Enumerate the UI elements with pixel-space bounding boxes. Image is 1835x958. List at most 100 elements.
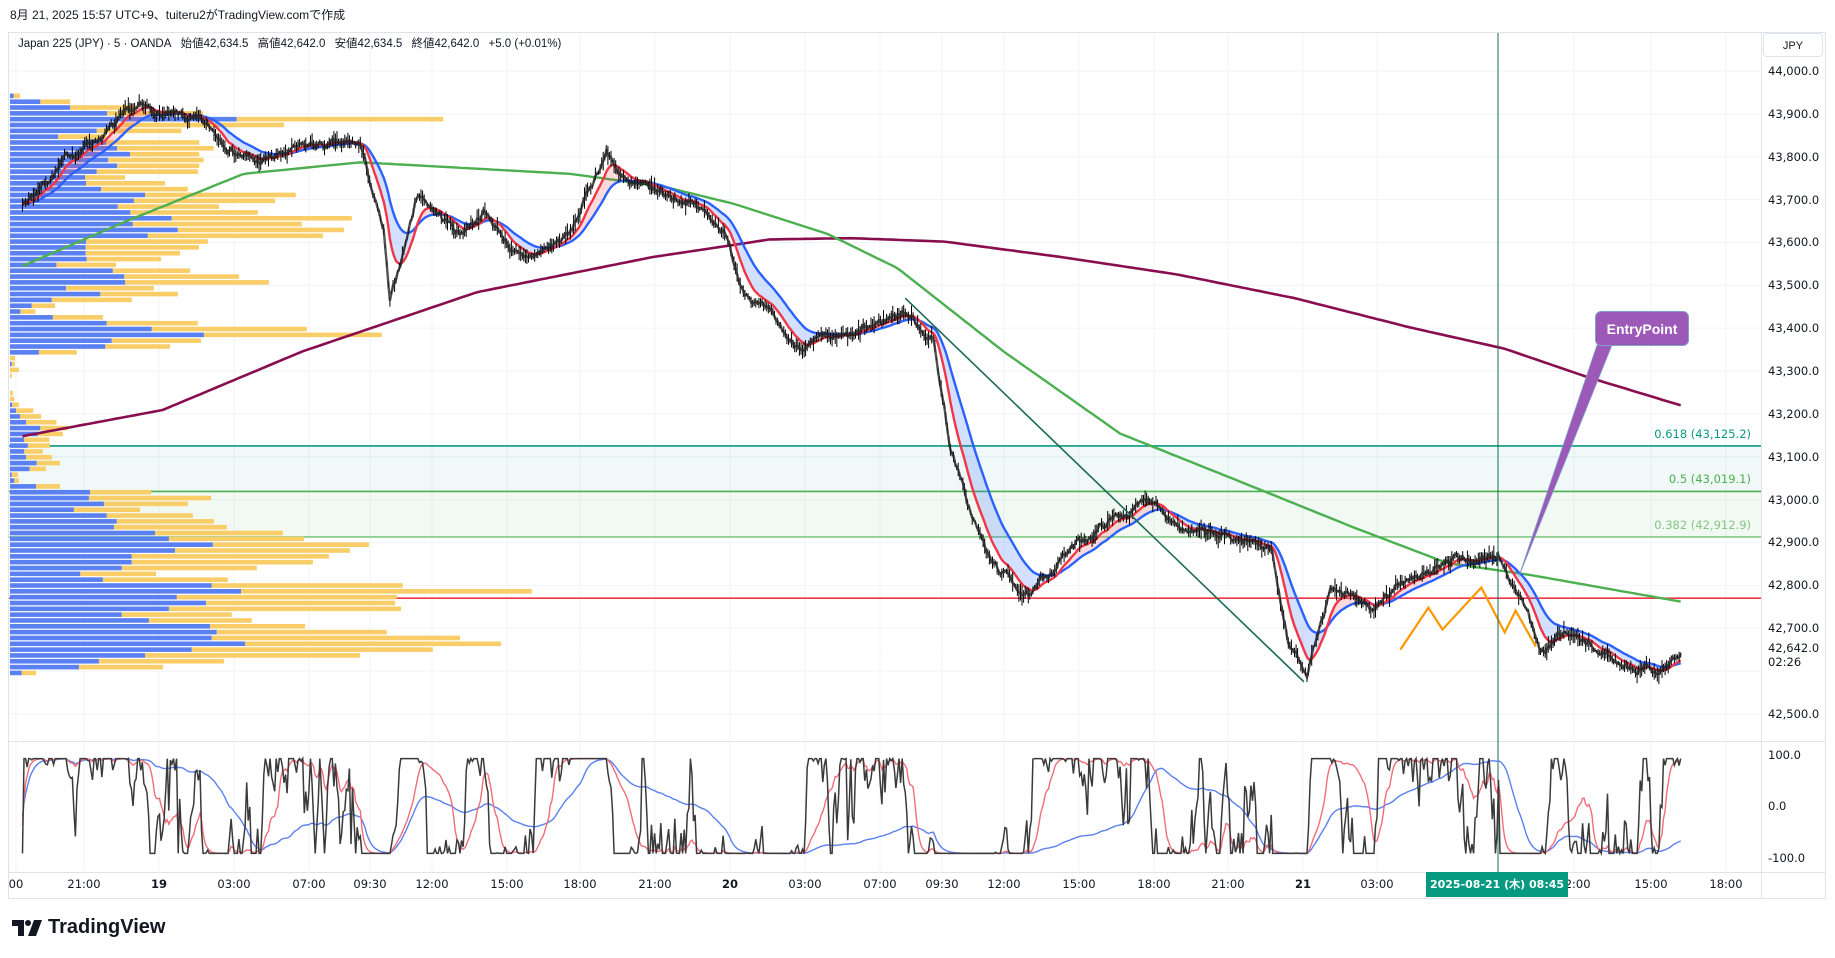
volume-profile-down-bar — [108, 157, 204, 163]
price-tick-label: 43,400.0 — [1768, 321, 1820, 336]
currency-button[interactable]: JPY — [1763, 33, 1823, 57]
volume-profile-down-bar — [88, 495, 212, 501]
volume-profile-up-bar — [10, 140, 107, 145]
volume-profile-up-bar — [10, 653, 145, 658]
ohlc-low: 安値42,634.5 — [334, 38, 403, 50]
volume-profile-down-bar — [112, 268, 190, 274]
volume-profile-down-bar — [117, 122, 284, 128]
price-change: +5.0 (+0.01%) — [488, 38, 562, 50]
volume-profile-down-bar — [155, 530, 283, 536]
volume-profile-up-bar — [10, 227, 178, 233]
volume-profile-down-bar — [106, 513, 193, 518]
volume-profile-down-bar — [206, 600, 395, 606]
volume-profile — [10, 93, 532, 676]
volume-profile-down-bar — [151, 326, 307, 332]
volume-profile-down-bar — [100, 291, 178, 297]
price-tick-label: 42,800.0 — [1768, 578, 1820, 593]
price-tick-label: 43,500.0 — [1768, 278, 1820, 293]
fib-level-label: 0.382 (42,912.9) — [1654, 517, 1751, 532]
volume-profile-down-bar — [13, 93, 20, 99]
time-tick-label: 09:30 — [353, 877, 387, 891]
volume-profile-up-bar — [10, 315, 53, 320]
volume-profile-up-bar — [10, 647, 192, 652]
volume-profile-up-bar — [10, 215, 172, 221]
entrypoint-callout[interactable]: EntryPoint — [1595, 311, 1689, 346]
volume-profile-down-bar — [103, 501, 188, 507]
volume-profile-down-bar — [10, 390, 13, 396]
price-tick-label: 43,900.0 — [1768, 106, 1820, 121]
price-tick-label: 43,600.0 — [1768, 235, 1820, 250]
time-tick-label: 18:00 — [1137, 877, 1171, 891]
volume-profile-down-bar — [105, 344, 170, 349]
volume-profile-down-bar — [130, 151, 200, 157]
volume-profile-up-bar — [10, 629, 217, 635]
time-tick-label: 21:00 — [67, 877, 101, 891]
volume-profile-up-bar — [10, 245, 86, 250]
volume-profile-down-bar — [24, 437, 50, 443]
volume-profile-down-bar — [40, 99, 70, 104]
tradingview-logo[interactable]: TradingView — [12, 916, 165, 939]
volume-profile-down-bar — [130, 210, 258, 215]
volume-profile-up-bar — [10, 116, 237, 122]
volume-profile-down-bar — [168, 606, 402, 612]
volume-profile-down-bar — [78, 664, 163, 670]
ohlc-open: 始値42,634.5 — [180, 38, 249, 50]
volume-profile-up-bar — [10, 285, 67, 291]
volume-profile-down-bar — [20, 414, 42, 419]
volume-profile-down-bar — [117, 146, 214, 151]
volume-profile-down-bar — [236, 116, 444, 122]
volume-profile-down-bar — [211, 635, 460, 641]
chart-pane[interactable] — [8, 32, 1826, 899]
volume-profile-up-bar — [10, 507, 74, 513]
volume-profile-down-bar — [14, 478, 19, 483]
volume-profile-up-bar — [10, 274, 125, 279]
volume-profile-up-bar — [10, 250, 86, 256]
volume-profile-down-bar — [171, 215, 352, 221]
volume-profile-up-bar — [10, 99, 41, 104]
price-close-line — [21, 101, 1682, 682]
time-tick-label: 21 — [1294, 877, 1312, 891]
time-tick-label: 07:00 — [863, 877, 897, 891]
volume-profile-up-bar — [10, 658, 99, 664]
time-tick-label: 18:00 — [563, 877, 597, 891]
volume-profile-down-bar — [121, 612, 232, 617]
price-tick-label: 43,200.0 — [1768, 406, 1820, 421]
symbol-legend[interactable]: Japan 225 (JPY) · 5 · OANDA 始値42,634.5 高… — [18, 35, 567, 51]
volume-profile-down-bar — [133, 198, 275, 204]
brand-name: TradingView — [48, 916, 166, 938]
volume-profile-up-bar — [10, 303, 32, 309]
volume-profile-up-bar — [10, 618, 149, 623]
chart-caption: 8月 21, 2025 15:57 UTC+9、tuiteru2がTrading… — [10, 8, 346, 22]
price-tick-label: 42,900.0 — [1768, 535, 1820, 550]
volume-profile-down-bar — [90, 489, 152, 495]
volume-profile-down-bar — [125, 280, 269, 285]
oscillator-slow-line — [21, 757, 1682, 855]
volume-profile-down-bar — [11, 472, 18, 478]
volume-profile-down-bar — [38, 350, 77, 355]
crosshair-time-label: 2025-08-21 (木) 08:45 — [1426, 872, 1568, 897]
volume-profile-down-bar — [116, 519, 214, 524]
volume-profile-up-bar — [10, 466, 30, 472]
time-tick-label: 21:00 — [1211, 877, 1245, 891]
price-tick-label: 43,100.0 — [1768, 449, 1820, 464]
volume-profile-up-bar — [10, 419, 27, 425]
volume-profile-up-bar — [10, 408, 17, 413]
volume-profile-down-bar — [27, 443, 50, 448]
volume-profile-up-bar — [10, 530, 155, 536]
volume-profile-up-bar — [10, 472, 12, 478]
oscillator-tick-label: 100.0 — [1768, 747, 1801, 762]
volume-profile-up-bar — [10, 350, 39, 355]
price-tick-label: 43,300.0 — [1768, 364, 1820, 379]
time-tick-label: 20 — [721, 877, 739, 891]
volume-profile-down-bar — [36, 484, 60, 489]
price-tick-label: 42,700.0 — [1768, 621, 1820, 636]
price-tick-label: 43,700.0 — [1768, 192, 1820, 207]
volume-profile-up-bar — [10, 670, 22, 676]
volume-profile-down-bar — [145, 192, 296, 198]
volume-profile-up-bar — [10, 414, 20, 419]
volume-profile-up-bar — [10, 623, 210, 629]
volume-profile-up-bar — [10, 268, 113, 274]
pane-divider[interactable] — [8, 741, 1826, 742]
fib-zone-0.5-0.382 — [9, 491, 1761, 537]
